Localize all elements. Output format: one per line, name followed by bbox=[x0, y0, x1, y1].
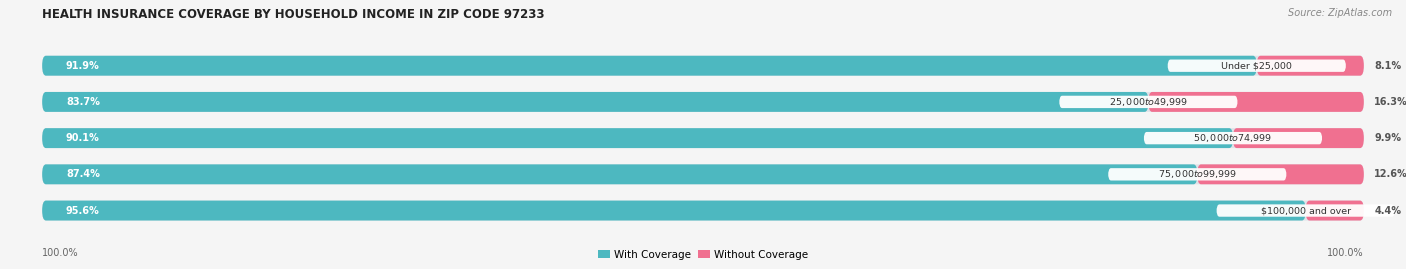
FancyBboxPatch shape bbox=[42, 92, 1364, 112]
Text: 83.7%: 83.7% bbox=[66, 97, 100, 107]
FancyBboxPatch shape bbox=[42, 128, 1233, 148]
FancyBboxPatch shape bbox=[1149, 92, 1364, 112]
Text: 90.1%: 90.1% bbox=[66, 133, 100, 143]
Text: $75,000 to $99,999: $75,000 to $99,999 bbox=[1157, 168, 1237, 180]
FancyBboxPatch shape bbox=[1216, 204, 1395, 217]
FancyBboxPatch shape bbox=[42, 56, 1364, 76]
Text: 8.1%: 8.1% bbox=[1375, 61, 1402, 71]
Text: $25,000 to $49,999: $25,000 to $49,999 bbox=[1109, 96, 1188, 108]
Text: 12.6%: 12.6% bbox=[1375, 169, 1406, 179]
Text: 16.3%: 16.3% bbox=[1375, 97, 1406, 107]
FancyBboxPatch shape bbox=[1108, 168, 1286, 180]
FancyBboxPatch shape bbox=[42, 56, 1257, 76]
Text: 100.0%: 100.0% bbox=[1327, 248, 1364, 258]
FancyBboxPatch shape bbox=[42, 164, 1364, 184]
FancyBboxPatch shape bbox=[42, 164, 1198, 184]
Text: $50,000 to $74,999: $50,000 to $74,999 bbox=[1194, 132, 1272, 144]
FancyBboxPatch shape bbox=[1198, 164, 1364, 184]
Text: $100,000 and over: $100,000 and over bbox=[1261, 206, 1351, 215]
Text: 9.9%: 9.9% bbox=[1375, 133, 1402, 143]
Text: 95.6%: 95.6% bbox=[66, 206, 100, 215]
FancyBboxPatch shape bbox=[1143, 132, 1322, 144]
FancyBboxPatch shape bbox=[42, 201, 1364, 221]
FancyBboxPatch shape bbox=[42, 128, 1364, 148]
FancyBboxPatch shape bbox=[42, 201, 1306, 221]
Text: 100.0%: 100.0% bbox=[42, 248, 79, 258]
FancyBboxPatch shape bbox=[1233, 128, 1364, 148]
FancyBboxPatch shape bbox=[42, 92, 1149, 112]
Text: HEALTH INSURANCE COVERAGE BY HOUSEHOLD INCOME IN ZIP CODE 97233: HEALTH INSURANCE COVERAGE BY HOUSEHOLD I… bbox=[42, 8, 544, 21]
Text: 91.9%: 91.9% bbox=[66, 61, 100, 71]
FancyBboxPatch shape bbox=[1167, 59, 1346, 72]
Text: Under $25,000: Under $25,000 bbox=[1222, 61, 1292, 70]
FancyBboxPatch shape bbox=[1059, 96, 1237, 108]
Text: Source: ZipAtlas.com: Source: ZipAtlas.com bbox=[1288, 8, 1392, 18]
FancyBboxPatch shape bbox=[1257, 56, 1364, 76]
Text: 87.4%: 87.4% bbox=[66, 169, 100, 179]
Legend: With Coverage, Without Coverage: With Coverage, Without Coverage bbox=[593, 245, 813, 264]
FancyBboxPatch shape bbox=[1306, 201, 1364, 221]
Text: 4.4%: 4.4% bbox=[1375, 206, 1402, 215]
